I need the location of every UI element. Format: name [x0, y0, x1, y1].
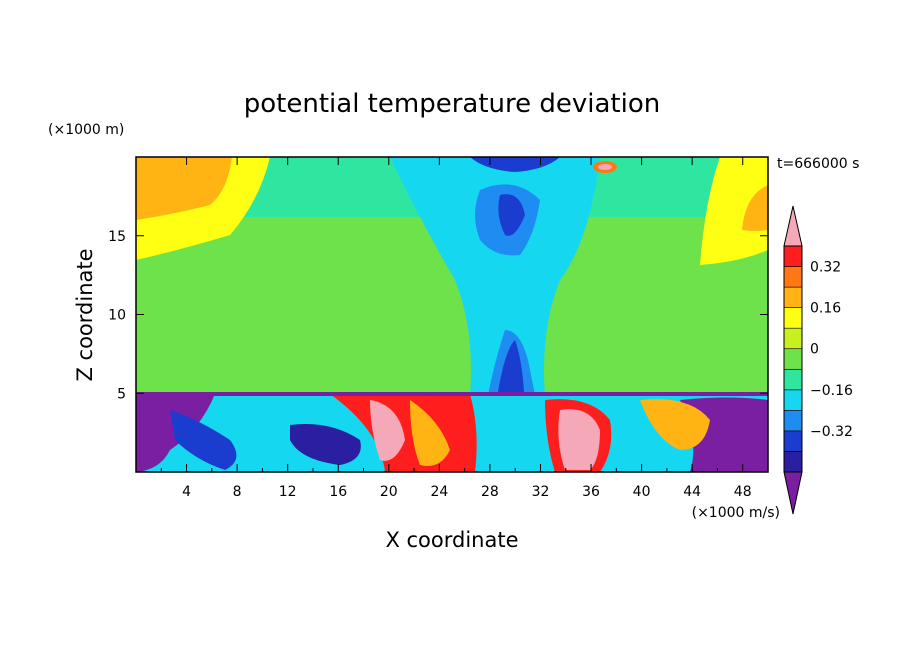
field-pink-top-spot-core	[598, 164, 612, 170]
field-darkblue-left-blob	[290, 424, 361, 465]
colorbar-frame	[783, 245, 803, 473]
colorbar-swatch	[783, 410, 803, 432]
x-tick-label: 32	[532, 484, 550, 500]
x-tick-label: 4	[182, 484, 191, 500]
y-tick-label: 5	[117, 386, 126, 402]
x-tick-label: 24	[430, 484, 448, 500]
colorbar-tick-label: 0.32	[810, 260, 841, 276]
colorbar-swatch	[783, 327, 803, 350]
colorbar-tick-label: −0.32	[810, 424, 853, 440]
chart-title: potential temperature deviation	[244, 89, 660, 119]
x-tick-label: 16	[329, 484, 347, 500]
x-tick-label: 8	[233, 484, 242, 500]
colorbar-swatch	[783, 430, 803, 452]
x-ticks: 4 8 12 16 20 24 28 32 36 40 44 48	[160, 157, 752, 500]
colorbar-tick-label: −0.16	[810, 383, 853, 399]
x-tick-label: 48	[734, 484, 752, 500]
y-tick-label: 10	[108, 308, 126, 324]
colorbar-swatch	[783, 348, 803, 370]
y-ticks: 5 10 15	[108, 229, 768, 402]
time-label: t=666000 s	[777, 156, 859, 172]
field-yellow-topright	[700, 157, 768, 265]
contour-field	[136, 157, 768, 472]
colorbar-swatch	[783, 451, 803, 473]
x-tick-label: 12	[279, 484, 297, 500]
x-tick-label: 20	[380, 484, 398, 500]
colorbar: 0.32 0.16 0 −0.16 −0.32	[783, 205, 853, 515]
x-tick-label: 44	[683, 484, 701, 500]
y-tick-label: 15	[108, 229, 126, 245]
colorbar-tick-label: 0	[810, 342, 819, 358]
colorbar-swatch	[783, 307, 803, 329]
x-unit-label: (×1000 m/s)	[692, 505, 780, 521]
x-axis-label: X coordinate	[385, 528, 518, 552]
field-purple-boundary-strip	[136, 392, 768, 396]
colorbar-swatch	[783, 245, 803, 267]
field-darkblue-lower-column	[498, 340, 524, 392]
y-unit-label: (×1000 m)	[48, 122, 124, 138]
colorbar-swatch	[783, 286, 803, 308]
colorbar-tick-label: 0.16	[810, 301, 841, 317]
colorbar-extend-low	[783, 471, 803, 515]
x-tick-label: 36	[582, 484, 600, 500]
colorbar-swatch	[783, 368, 803, 391]
field-pink-center-left	[370, 400, 405, 461]
field-cyan-column	[390, 157, 600, 395]
y-axis-label: Z coordinate	[73, 248, 97, 381]
field-pink-center-right	[558, 409, 600, 470]
field-orange-topleft-core	[136, 157, 232, 220]
field-orange-right	[640, 399, 710, 450]
field-orange-topright-core	[742, 185, 768, 231]
colorbar-swatch	[783, 266, 803, 288]
x-tick-label: 28	[481, 484, 499, 500]
x-tick-label: 40	[633, 484, 651, 500]
field-blue-top	[470, 157, 560, 172]
field-orange-center	[410, 400, 450, 466]
colorbar-swatch	[783, 389, 803, 411]
field-darkblue-upper-blob	[498, 194, 525, 236]
colorbar-extend-high	[783, 205, 803, 247]
field-blue-left	[170, 410, 237, 470]
